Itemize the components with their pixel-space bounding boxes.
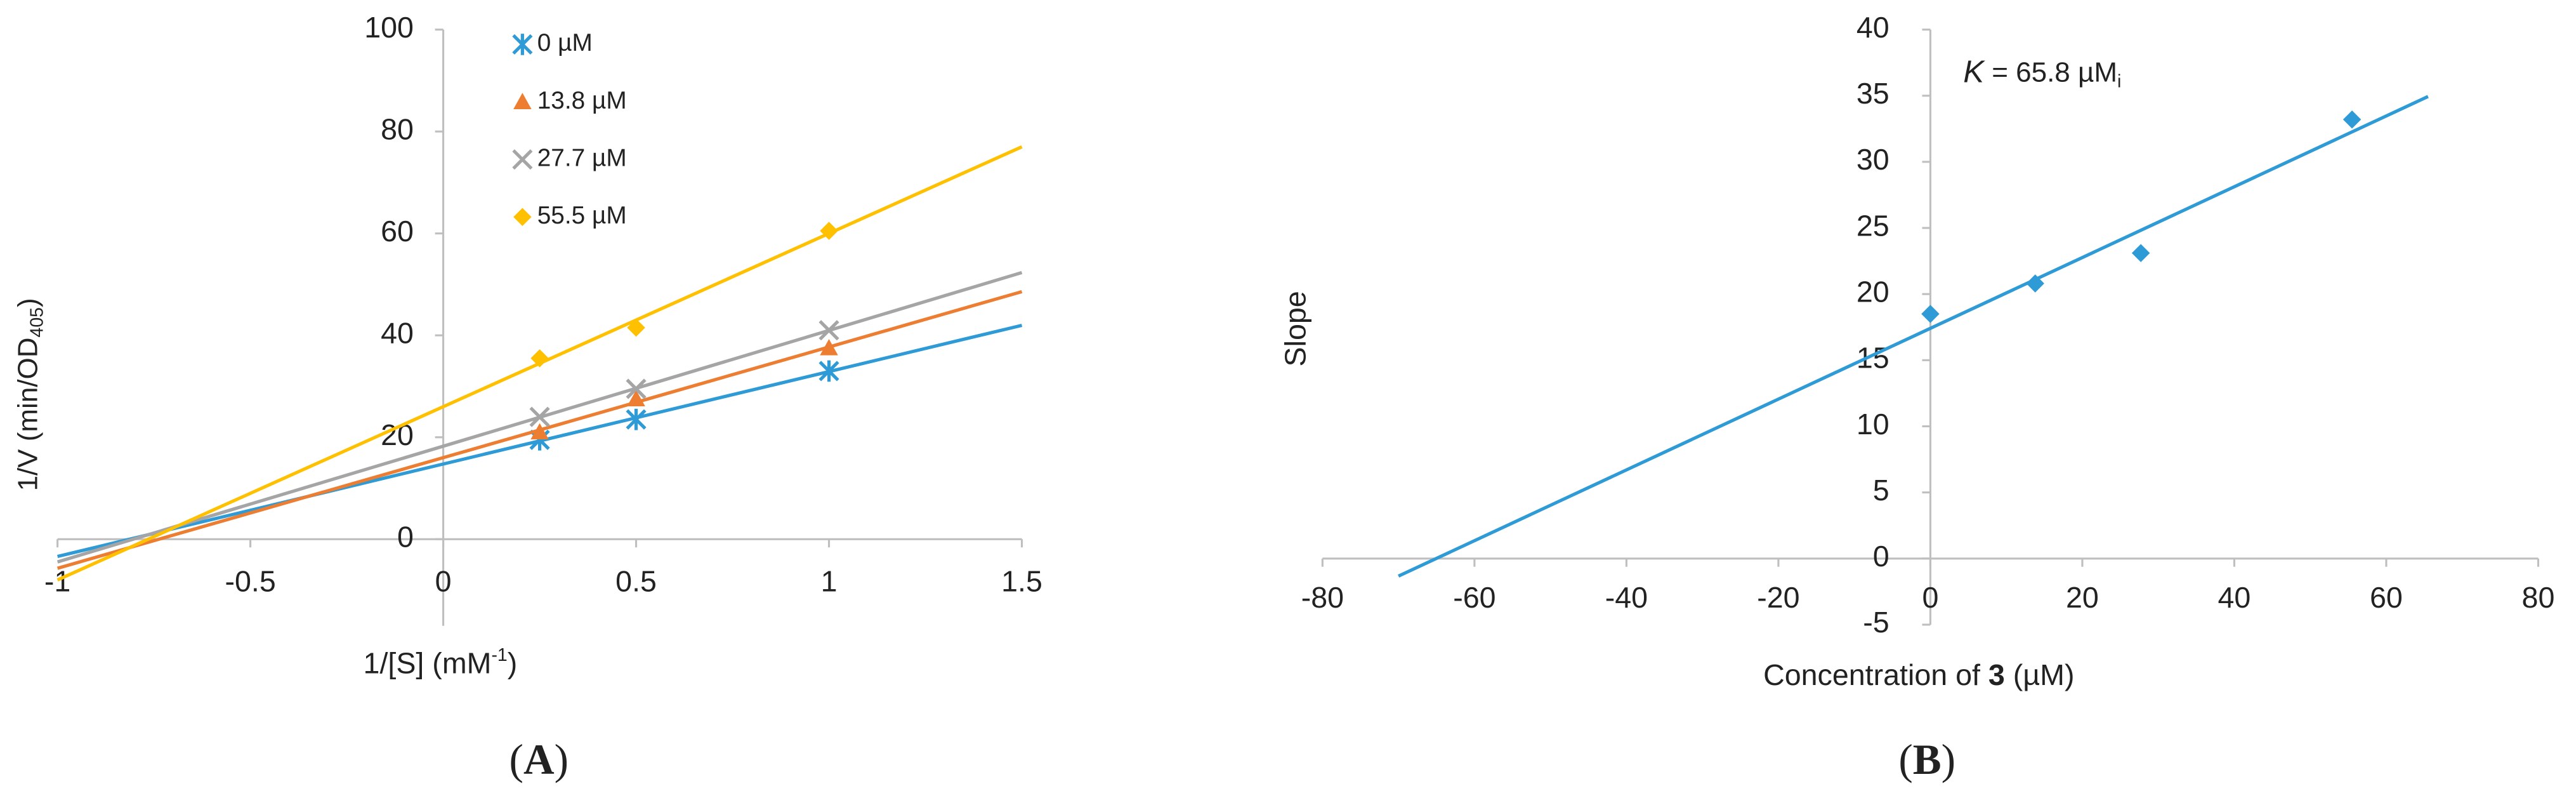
point xyxy=(818,360,839,382)
caption-part: ( xyxy=(1898,736,1912,783)
y-axis-title-part: ) xyxy=(12,298,43,307)
point xyxy=(1921,305,1940,323)
x-tick-label: 0 xyxy=(435,565,452,598)
point xyxy=(818,320,839,341)
y-tick-label: 60 xyxy=(381,215,414,248)
y-axis-title-part: Slope xyxy=(1279,291,1312,366)
caption-part: ( xyxy=(509,736,523,783)
point xyxy=(2343,110,2362,129)
x-tick-label: 1 xyxy=(821,565,838,598)
point xyxy=(530,423,549,440)
y-tick-label: 40 xyxy=(381,317,414,350)
annotation-part: i xyxy=(2117,71,2121,91)
x-axis-title-part: ) xyxy=(508,647,518,680)
x-axis-title-part: (µM) xyxy=(2005,658,2075,691)
y-tick-label: 30 xyxy=(1856,143,1889,176)
point xyxy=(2131,244,2150,262)
y-tick-label: 5 xyxy=(1873,474,1889,507)
x-tick-label: 0.5 xyxy=(615,565,657,598)
y-tick-label: 0 xyxy=(1873,540,1889,573)
x-tick-label: 60 xyxy=(2370,581,2403,614)
trend-line xyxy=(1398,95,2429,578)
point xyxy=(530,349,549,368)
y-axis-title-part: 1/V (min/OD xyxy=(12,337,43,491)
y-tick-label: 10 xyxy=(1856,408,1889,441)
point xyxy=(626,378,647,399)
legend-label: 27.7 µM xyxy=(537,144,627,171)
x-axis-title: Concentration of 3 (µM) xyxy=(1763,658,2074,691)
annotation-part: = 65.8 µM xyxy=(1984,57,2117,88)
caption: (A) xyxy=(509,736,568,783)
x-tick-label: -20 xyxy=(1757,581,1799,614)
point xyxy=(627,318,645,337)
x-tick-label: -1 xyxy=(44,565,70,598)
annotation-part: K xyxy=(1963,55,1985,90)
point xyxy=(820,222,838,240)
legend-marker xyxy=(512,34,533,55)
caption-part: ) xyxy=(1942,736,1955,783)
point xyxy=(627,390,645,406)
y-tick-label: 0 xyxy=(397,521,414,554)
point xyxy=(626,408,647,430)
y-tick-label: 80 xyxy=(381,112,414,145)
y-tick-label: 35 xyxy=(1856,77,1889,110)
x-tick-label: 40 xyxy=(2218,581,2251,614)
x-axis-title-part: -1 xyxy=(491,645,507,665)
caption-part: B xyxy=(1913,736,1942,783)
x-axis-title-part: Concentration of xyxy=(1763,658,1988,691)
caption-part: ) xyxy=(555,736,568,783)
y-tick-label: 20 xyxy=(1856,276,1889,309)
x-tick-label: 80 xyxy=(2522,581,2555,614)
chart: -5 0 5 10 15 20 25 30 35 40 -80 -60 -40 -20 0 20 40 60 80 xyxy=(1301,11,2555,639)
y-tick-label: 100 xyxy=(364,11,414,44)
legend-marker xyxy=(513,93,532,109)
x-tick-label: 20 xyxy=(2066,581,2099,614)
point xyxy=(820,339,838,356)
y-tick-label: 15 xyxy=(1856,342,1889,375)
x-tick-label: -0.5 xyxy=(225,565,275,598)
legend-label: 0 µM xyxy=(537,29,593,57)
y-axis-title-part: 405 xyxy=(27,307,47,338)
legend-marker xyxy=(512,149,533,170)
y-tick-label: 25 xyxy=(1856,209,1889,242)
legend-marker xyxy=(513,208,532,227)
x-axis-title: 1/[S] (mM-1) xyxy=(364,645,518,680)
point xyxy=(529,406,550,427)
legend-label: 13.8 µM xyxy=(537,87,627,114)
y-axis-title: Slope xyxy=(1279,291,1312,366)
annotation: K = 65.8 µMi xyxy=(1963,55,2121,91)
y-axis-title: 1/V (min/OD405) xyxy=(12,298,47,491)
x-tick-label: 1.5 xyxy=(1001,565,1042,598)
caption: (B) xyxy=(1898,736,1955,783)
x-tick-label: -60 xyxy=(1453,581,1495,614)
legend-label: 55.5 µM xyxy=(537,202,627,229)
y-tick-label: 40 xyxy=(1856,11,1889,44)
caption-part: A xyxy=(523,736,555,783)
x-axis-title-part: 3 xyxy=(1988,658,2005,691)
x-tick-label: -80 xyxy=(1301,581,1344,614)
x-axis-title-part: 1/[S] (mM xyxy=(364,647,492,680)
x-tick-label: 0 xyxy=(1922,581,1938,614)
point xyxy=(2026,274,2044,293)
y-tick-label: -5 xyxy=(1863,606,1889,639)
x-tick-label: -40 xyxy=(1605,581,1648,614)
